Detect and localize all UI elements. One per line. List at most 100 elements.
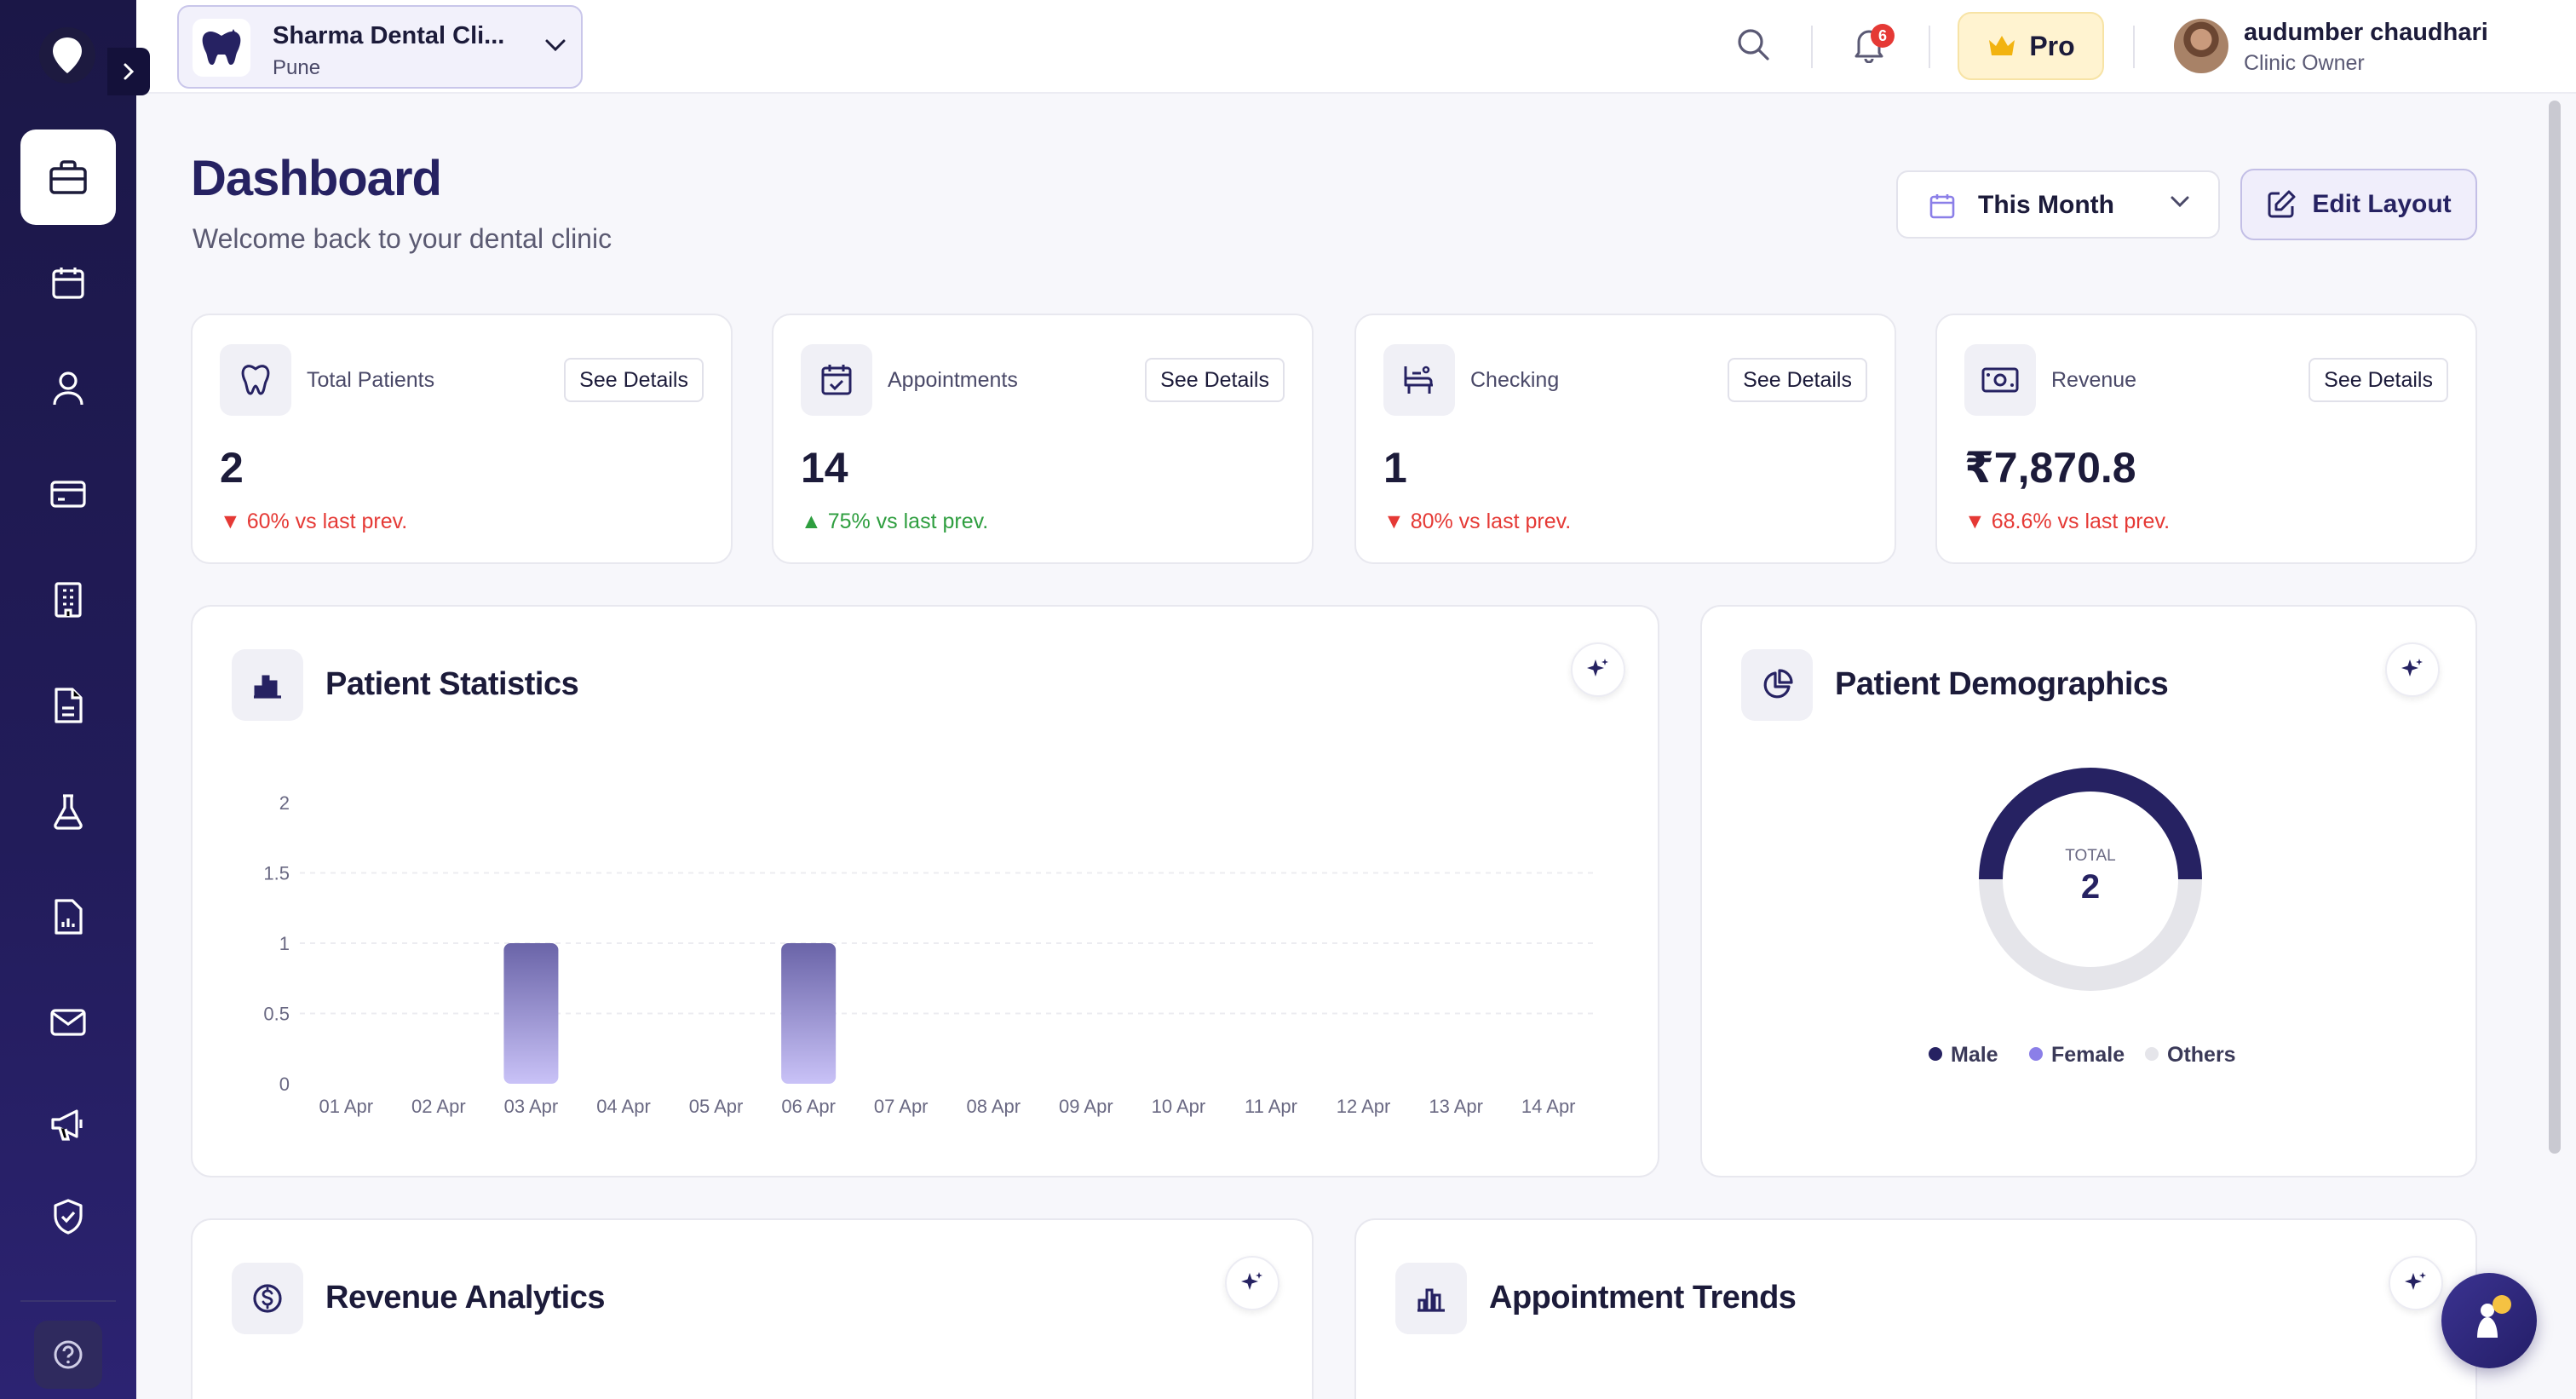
- sidebar-item-lab[interactable]: [20, 763, 116, 859]
- sidebar: [0, 0, 150, 1399]
- document-icon: [55, 688, 83, 723]
- stat-icon: [1383, 344, 1455, 416]
- see-details-button[interactable]: See Details: [1728, 358, 1867, 402]
- megaphone-icon: [51, 1109, 83, 1141]
- panel-title: Patient Demographics: [1835, 666, 2169, 702]
- bar-chart-icon: [1417, 1288, 1445, 1312]
- legend-dot: [2145, 1047, 2159, 1061]
- patient-statistics-chart: 0 0.5 1 1.5 2 01 Apr 02 Apr 03 Apr 04 Apr 05 Apr 0…: [263, 792, 1595, 1117]
- sidebar-item-marketing[interactable]: [20, 1077, 116, 1172]
- sidebar-item-patients[interactable]: [20, 341, 116, 436]
- assistant-status-dot: [2493, 1295, 2511, 1314]
- sidebar-item-messages[interactable]: [20, 975, 116, 1070]
- building-icon: [55, 582, 82, 618]
- sidebar-item-security[interactable]: [20, 1169, 116, 1264]
- flask-icon: [54, 794, 83, 830]
- crown-icon: [1989, 36, 2015, 55]
- donut-slice-others[interactable]: [1979, 878, 2202, 991]
- y-tick-label: 0: [279, 1074, 290, 1095]
- briefcase-icon: [49, 160, 87, 194]
- search-button[interactable]: [1734, 26, 1772, 67]
- help-circle-icon: [54, 1340, 83, 1369]
- clinic-selector[interactable]: Sharma Dental Cli... Pune: [177, 5, 583, 89]
- patient-demographics-panel: Patient Demographics TOTAL 2 Male Female Oth…: [1700, 605, 2477, 1177]
- panel-title: Patient Statistics: [325, 666, 579, 702]
- x-tick-label: 14 Apr: [1521, 1096, 1576, 1117]
- sidebar-item-dashboard[interactable]: [20, 130, 116, 225]
- y-tick-label: 1: [279, 933, 290, 954]
- sparkle-icon: [2405, 1272, 2426, 1290]
- stat-label: Checking: [1470, 368, 1560, 392]
- clinic-logo: [193, 19, 250, 77]
- y-tick-label: 2: [279, 792, 290, 814]
- x-tick-label: 01 Apr: [319, 1096, 373, 1117]
- stat-change: ▼ 60% vs last prev.: [220, 510, 408, 533]
- credit-card-icon: [50, 481, 86, 508]
- chevron-right-icon: [124, 63, 135, 80]
- donut-center-label: TOTAL: [2065, 847, 2115, 865]
- stat-change: ▼ 68.6% vs last prev.: [1964, 510, 2171, 533]
- x-tick-label: 04 Apr: [596, 1096, 651, 1117]
- bar[interactable]: [503, 943, 559, 1084]
- sidebar-item-reports[interactable]: [20, 869, 116, 964]
- ai-insights-button[interactable]: [2389, 1256, 2443, 1310]
- chevron-down-icon: [2171, 196, 2189, 208]
- stat-change: ▲ 75% vs last prev.: [801, 510, 989, 533]
- top-divider: [1929, 26, 1930, 68]
- sparkle-icon: [1587, 659, 1608, 676]
- page-title: Dashboard: [191, 151, 442, 206]
- donut-slice-male[interactable]: [1979, 768, 2202, 880]
- pro-badge[interactable]: Pro: [1958, 12, 2104, 80]
- user-name[interactable]: audumber chaudhari: [2244, 19, 2488, 46]
- ai-insights-button[interactable]: [2385, 642, 2440, 697]
- stat-label: Revenue: [2051, 368, 2137, 392]
- stat-card-revenue: Revenue See Details ₹7,870.8 ▼ 68.6% vs …: [1935, 314, 2477, 564]
- sidebar-item-clinics[interactable]: [20, 552, 116, 648]
- x-tick-label: 06 Apr: [781, 1096, 836, 1117]
- report-icon: [55, 899, 83, 935]
- sidebar-help-button[interactable]: [34, 1321, 102, 1389]
- scrollbar-thumb[interactable]: [2549, 101, 2561, 1154]
- sidebar-item-appointments[interactable]: [20, 235, 116, 331]
- avatar[interactable]: [2174, 19, 2228, 73]
- sidebar-item-documents[interactable]: [20, 658, 116, 753]
- y-tick-label: 1.5: [263, 863, 290, 884]
- clinic-city: Pune: [273, 56, 321, 79]
- see-details-button[interactable]: See Details: [2309, 358, 2448, 402]
- stat-icon: [801, 344, 872, 416]
- sparkle-icon: [1241, 1272, 1262, 1290]
- see-details-button[interactable]: See Details: [564, 358, 704, 402]
- period-selector[interactable]: This Month: [1896, 170, 2220, 239]
- assistant-button[interactable]: [2441, 1273, 2537, 1368]
- legend-dot: [1929, 1047, 1942, 1061]
- user-icon: [53, 371, 83, 406]
- patient-demographics-chart: TOTAL 2 Male Female Others: [1929, 768, 2236, 1067]
- app-logo[interactable]: [39, 27, 95, 83]
- period-label: This Month: [1978, 191, 2114, 219]
- ai-insights-button[interactable]: [1225, 1256, 1279, 1310]
- sidebar-item-billing[interactable]: [20, 446, 116, 542]
- tooth-logo-icon: [202, 29, 241, 65]
- x-tick-label: 08 Apr: [966, 1096, 1021, 1117]
- x-tick-label: 09 Apr: [1059, 1096, 1113, 1117]
- legend-label[interactable]: Others: [2167, 1043, 2236, 1067]
- see-details-button[interactable]: See Details: [1145, 358, 1285, 402]
- pro-label: Pro: [2029, 30, 2075, 61]
- stat-icon: [1964, 344, 2036, 416]
- edit-layout-button[interactable]: Edit Layout: [2240, 169, 2477, 240]
- x-tick-label: 05 Apr: [689, 1096, 744, 1117]
- x-tick-label: 07 Apr: [874, 1096, 929, 1117]
- sidebar-divider: [20, 1300, 116, 1302]
- ai-insights-button[interactable]: [1571, 642, 1625, 697]
- bar[interactable]: [781, 943, 837, 1084]
- stat-value: 2: [220, 444, 244, 492]
- chevron-down-icon: [545, 39, 566, 52]
- calendar-check-icon: [821, 365, 852, 395]
- legend-label[interactable]: Male: [1951, 1043, 1998, 1067]
- sidebar-expand-button[interactable]: [107, 48, 150, 95]
- panel-title: Appointment Trends: [1489, 1280, 1797, 1316]
- legend-label[interactable]: Female: [2051, 1043, 2125, 1067]
- panel-icon: [1741, 649, 1813, 721]
- x-tick-label: 11 Apr: [1245, 1096, 1297, 1117]
- stat-value: 14: [801, 444, 848, 492]
